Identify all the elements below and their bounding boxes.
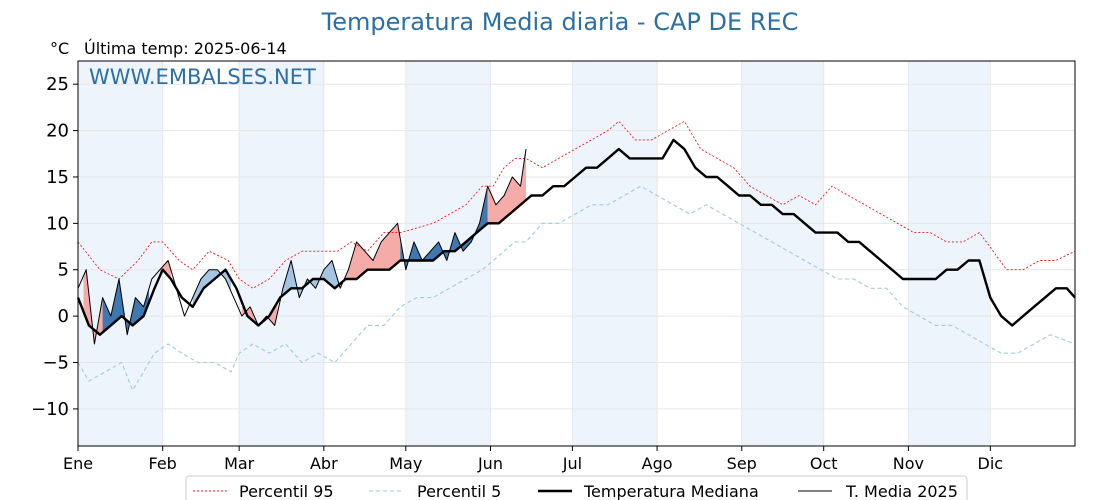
fill-region-below-3	[192, 269, 231, 307]
x-tick-label: Jun	[477, 454, 503, 473]
month-band-4	[741, 61, 824, 446]
y-axis: 25 20 15 10 5 0 −5 −10	[31, 74, 78, 420]
legend-frame	[185, 475, 968, 500]
x-tick-label: Sep	[727, 454, 757, 473]
x-axis: Ene Feb Mar Abr May Jun Jul Ago Sep Oct Nov Dic	[63, 446, 1003, 473]
month-band-0	[78, 61, 163, 446]
y-tick-label: 0	[58, 306, 69, 327]
grid-lines	[77, 61, 1075, 446]
fill-region-below-5	[280, 260, 341, 301]
legend-label: Percentil 95	[239, 482, 334, 500]
watermark: WWW.EMBALSES.NET	[89, 65, 316, 89]
fill-region-above-6	[340, 223, 401, 289]
legend: Percentil 95 Percentil 5 Temperatura Media…	[185, 475, 968, 500]
y-tick-label: 25	[46, 74, 69, 95]
series-line-t-media-2025	[77, 149, 527, 345]
x-tick-label: Feb	[149, 454, 177, 473]
y-tick-label: 20	[46, 121, 69, 142]
y-tick-label: 5	[58, 260, 69, 281]
y-tick-label: −10	[31, 399, 69, 420]
last-temp-label: Última temp: 2025-06-14	[84, 39, 287, 58]
series-lines	[76, 120, 1076, 391]
x-tick-label: Mar	[224, 454, 255, 473]
y-tick-label: −5	[42, 353, 69, 374]
x-tick-label: Oct	[810, 454, 838, 473]
x-tick-label: Ene	[63, 454, 93, 473]
plot-frame	[77, 60, 1076, 447]
month-band-5	[908, 61, 991, 446]
x-tick-label: Nov	[893, 454, 924, 473]
fill-region-above-4	[241, 302, 278, 326]
x-tick-label: Dic	[978, 454, 1004, 473]
x-tick-label: Abr	[310, 454, 338, 473]
series-line-percentil-5	[77, 185, 1076, 391]
legend-label: Temperatura Mediana	[583, 482, 759, 500]
month-band-1	[239, 61, 324, 446]
legend-label: T. Media 2025	[845, 482, 958, 500]
legend-label: Percentil 5	[417, 482, 501, 500]
x-tick-label: Jul	[562, 454, 582, 473]
y-unit-label: °C	[50, 39, 70, 58]
y-tick-label: 15	[46, 167, 69, 188]
y-tick-label: 10	[46, 213, 69, 234]
x-tick-label: May	[389, 454, 422, 473]
x-tick-label: Ago	[642, 454, 673, 473]
fill-region-above-8	[487, 149, 526, 224]
chart-title: Temperatura Media diaria - CAP DE REC	[321, 8, 799, 36]
month-band-3	[572, 61, 658, 446]
series-line-temperatura-mediana	[76, 138, 1076, 336]
